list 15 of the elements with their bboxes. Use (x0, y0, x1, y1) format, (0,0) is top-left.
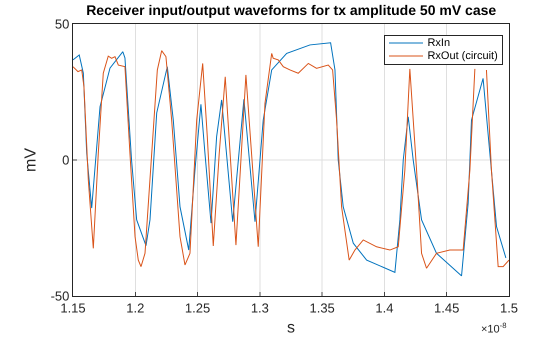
x-tick-label: 1.3 (250, 300, 269, 316)
x-axis-title: s (287, 319, 295, 336)
text: ×10$^{-8}$ (481, 321, 507, 336)
y-tick-label: 50 (54, 16, 70, 32)
legend-label: RxIn (427, 36, 450, 50)
chart-title: Receiver input/output waveforms for tx amplitude 50 mV case (86, 2, 496, 18)
x-tick-label: 1.45 (434, 300, 460, 316)
x-tick-label: 1.2 (126, 300, 144, 316)
x-tick-label: 1.4 (375, 300, 394, 316)
x-tick-label: 1.25 (184, 300, 210, 316)
x-tick-label: 1.5 (500, 300, 518, 316)
y-tick-label: 0 (62, 152, 70, 168)
legend-label: RxOut (circuit) (427, 50, 498, 63)
y-axis-title: mV (22, 148, 40, 172)
x-tick-label: 1.35 (309, 300, 335, 316)
